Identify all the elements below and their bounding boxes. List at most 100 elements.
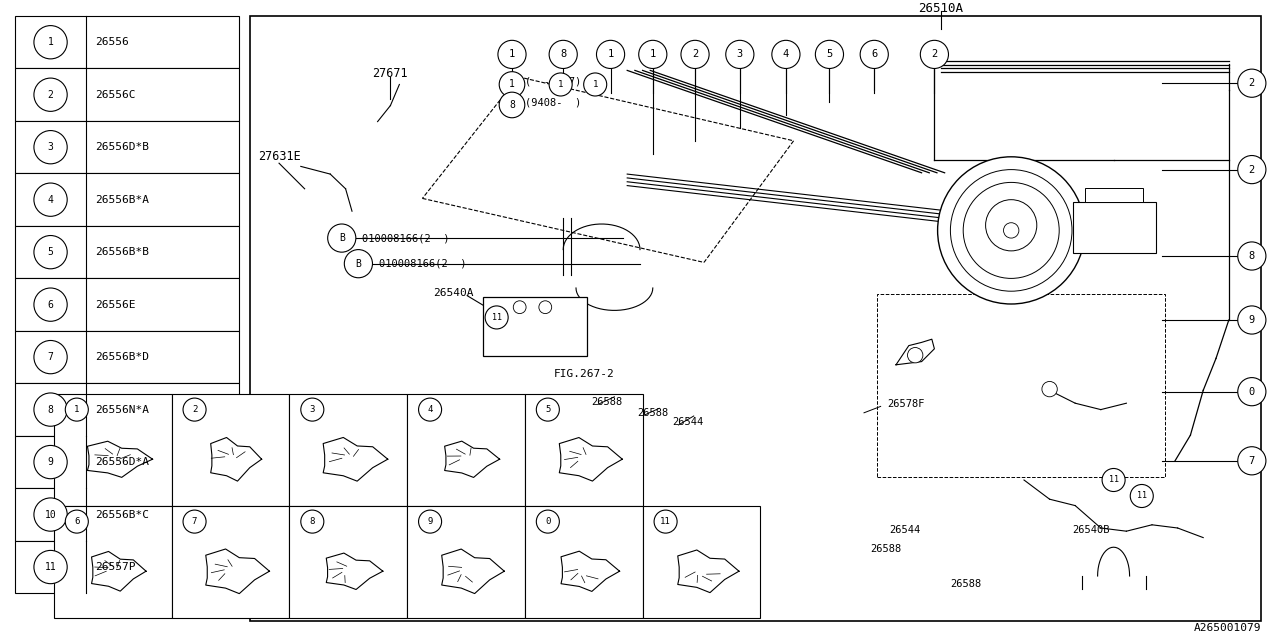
Text: 2: 2 [932, 49, 937, 60]
Text: 1: 1 [558, 80, 563, 89]
FancyBboxPatch shape [484, 297, 586, 355]
Text: 26556C: 26556C [95, 90, 136, 100]
Text: 26540A: 26540A [433, 288, 474, 298]
Text: FIG.267-2: FIG.267-2 [554, 369, 614, 379]
Text: 9: 9 [428, 517, 433, 526]
Text: 11: 11 [1108, 476, 1119, 484]
Text: 11: 11 [45, 562, 56, 572]
Ellipse shape [513, 301, 526, 314]
Text: 8: 8 [310, 517, 315, 526]
Ellipse shape [35, 288, 68, 321]
Text: 1: 1 [509, 49, 515, 60]
Text: 2: 2 [192, 405, 197, 414]
Text: 7: 7 [1249, 456, 1254, 466]
Text: 26544: 26544 [890, 525, 920, 535]
Ellipse shape [639, 40, 667, 68]
Text: 3: 3 [47, 142, 54, 152]
Ellipse shape [654, 510, 677, 533]
Ellipse shape [301, 398, 324, 421]
Ellipse shape [1130, 484, 1153, 508]
Text: 26556D*A: 26556D*A [95, 457, 148, 467]
Text: B: B [356, 259, 361, 269]
Text: 26578F: 26578F [887, 399, 924, 410]
Ellipse shape [65, 510, 88, 533]
Text: 26588: 26588 [637, 408, 668, 418]
Bar [15, 16, 239, 68]
Text: 11: 11 [1137, 492, 1147, 500]
Bar [15, 488, 239, 541]
Ellipse shape [419, 510, 442, 533]
Bar [407, 506, 525, 618]
Text: 26588: 26588 [950, 579, 980, 589]
Bar [525, 506, 643, 618]
Text: 4: 4 [47, 195, 54, 205]
Ellipse shape [485, 306, 508, 329]
Ellipse shape [35, 393, 68, 426]
Text: 1: 1 [608, 49, 613, 60]
Text: 26556N*A: 26556N*A [95, 404, 148, 415]
Ellipse shape [536, 398, 559, 421]
Bar [15, 436, 239, 488]
Bar [15, 121, 239, 173]
Text: 0: 0 [545, 517, 550, 526]
Bar [525, 394, 643, 506]
Bar [15, 68, 239, 121]
Text: 26556B*A: 26556B*A [95, 195, 148, 205]
Bar [250, 16, 1261, 621]
Text: 2: 2 [47, 90, 54, 100]
Bar [289, 394, 407, 506]
Ellipse shape [964, 182, 1060, 278]
Ellipse shape [35, 340, 68, 374]
Text: 6: 6 [47, 300, 54, 310]
Text: 8: 8 [561, 49, 566, 60]
Ellipse shape [35, 78, 68, 111]
Bar [15, 278, 239, 331]
Text: 26556B*D: 26556B*D [95, 352, 148, 362]
Ellipse shape [549, 73, 572, 96]
Text: 4: 4 [783, 49, 788, 60]
Ellipse shape [35, 498, 68, 531]
Ellipse shape [860, 40, 888, 68]
Ellipse shape [35, 26, 68, 59]
Bar [54, 506, 172, 618]
Text: 1: 1 [47, 37, 54, 47]
Text: 0: 0 [1249, 387, 1254, 397]
Ellipse shape [344, 250, 372, 278]
Ellipse shape [1238, 242, 1266, 270]
Ellipse shape [35, 131, 68, 164]
Text: 26557P: 26557P [95, 562, 136, 572]
Text: 10: 10 [45, 509, 56, 520]
Bar [877, 294, 1165, 477]
Ellipse shape [1238, 306, 1266, 334]
Text: 010008166(2  ): 010008166(2 ) [362, 233, 449, 243]
Text: 9: 9 [47, 457, 54, 467]
Ellipse shape [498, 40, 526, 68]
Bar [172, 394, 289, 506]
Text: 1: 1 [593, 80, 598, 89]
Text: 8: 8 [47, 404, 54, 415]
Ellipse shape [937, 157, 1085, 304]
Text: 5: 5 [827, 49, 832, 60]
Text: A265001079: A265001079 [1193, 623, 1261, 634]
Ellipse shape [584, 73, 607, 96]
Ellipse shape [35, 445, 68, 479]
Text: 26540B: 26540B [1073, 525, 1110, 535]
Text: 26588: 26588 [870, 544, 901, 554]
Text: 8: 8 [1249, 251, 1254, 261]
Text: 6: 6 [74, 517, 79, 526]
Text: 2: 2 [1249, 78, 1254, 88]
Text: 26544: 26544 [672, 417, 703, 428]
Ellipse shape [35, 550, 68, 584]
Ellipse shape [549, 40, 577, 68]
Ellipse shape [986, 200, 1037, 251]
Text: (  -9407): ( -9407) [525, 77, 581, 87]
Ellipse shape [951, 170, 1073, 291]
Text: 11: 11 [660, 517, 671, 526]
Text: 6: 6 [872, 49, 877, 60]
Bar [15, 331, 239, 383]
Ellipse shape [726, 40, 754, 68]
Bar [1073, 202, 1156, 253]
Text: 8: 8 [509, 100, 515, 110]
Text: 1: 1 [650, 49, 655, 60]
Bar [15, 173, 239, 226]
